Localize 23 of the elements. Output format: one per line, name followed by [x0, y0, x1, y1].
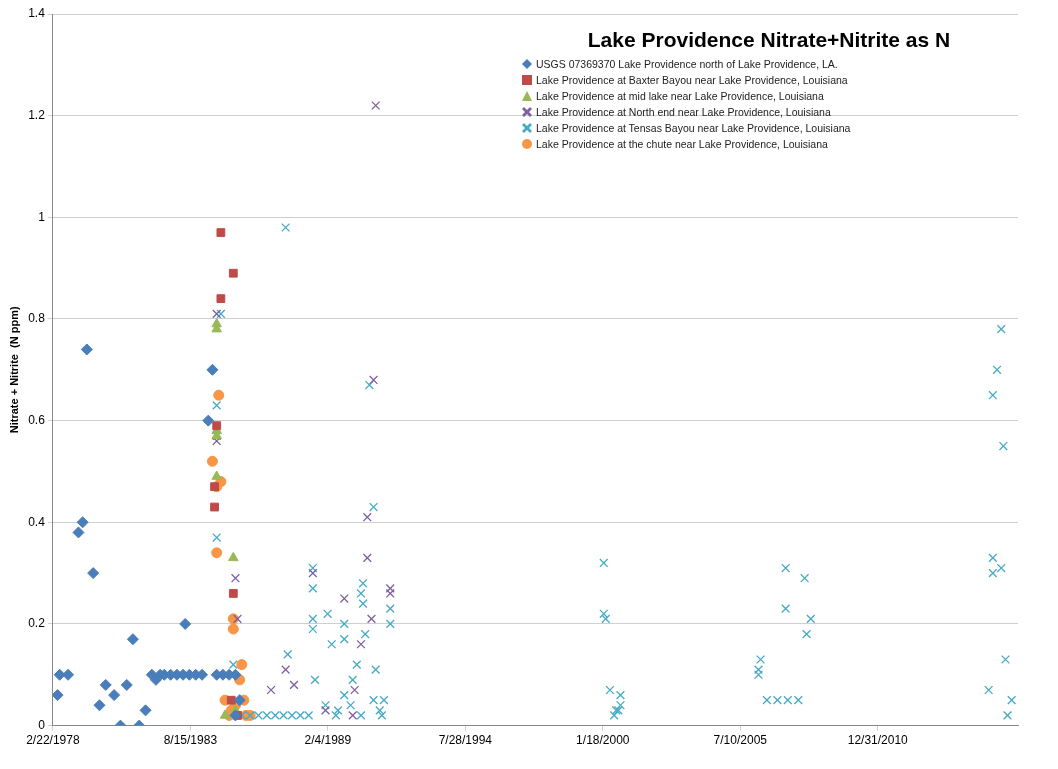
legend-label: Lake Providence at the chute near Lake Providence, Louisiana: [536, 138, 828, 150]
text: Lake Providence Nitrate+Nitrite as N: [586, 28, 952, 52]
y-tick-label: 0.2: [28, 616, 46, 631]
x-tick-label: 2/22/1978: [26, 733, 80, 748]
x-tick-label: 1/18/2000: [576, 733, 630, 748]
y-tick-label: 0.8: [28, 311, 46, 326]
y-tick-label: 0: [38, 717, 46, 732]
x-tick-label: 7/10/2005: [713, 733, 768, 748]
y-axis-title: Nitrate + Nitrite (N ppm): [7, 306, 20, 434]
legend-label: USGS 07369370 Lake Providence north of Lake Providence, LA.: [536, 58, 838, 70]
legend-label: Lake Providence at Tensas Bayou near Lake Providence, Louisiana: [536, 122, 851, 134]
x-tick-label: 8/15/1983: [163, 733, 218, 748]
y-tick-label: 1.2: [28, 107, 46, 122]
y-tick-label: 0.4: [28, 514, 46, 529]
y-tick-label: 1: [38, 209, 46, 224]
x-tick-label: 2/4/1989: [304, 733, 352, 748]
y-tick-label: 1.4: [28, 6, 46, 21]
x-tick-label: 7/28/1994: [438, 733, 493, 748]
legend-label: Lake Providence at North end near Lake Providence, Louisiana: [536, 106, 831, 118]
legend-label: Lake Providence at mid lake near Lake Providence, Louisiana: [536, 90, 824, 102]
legend-label: Lake Providence at Baxter Bayou near Lake Providence, Louisiana: [536, 74, 848, 86]
y-tick-label: 0.6: [28, 412, 46, 427]
x-tick-label: 12/31/2010: [847, 733, 909, 748]
